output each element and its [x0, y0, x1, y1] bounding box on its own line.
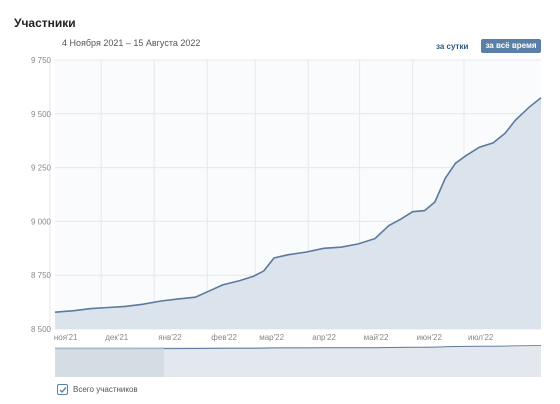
range-navigator[interactable]: [54, 345, 542, 377]
x-tick-label: фев'22: [211, 333, 237, 342]
x-tick-label: июн'22: [417, 333, 443, 342]
x-tick-label: янв'22: [158, 333, 182, 342]
y-tick-label: 8 500: [31, 325, 52, 334]
series-line: [54, 97, 542, 313]
members-chart: 8 500 8 750 9 000 9 250 9 500 9 750 ноя'21 дек…: [31, 56, 542, 377]
x-tick-label: дек'21: [105, 333, 129, 342]
x-tick-label: апр'22: [312, 333, 336, 342]
y-tick-label: 9 500: [31, 110, 52, 119]
area-fill: [55, 97, 541, 329]
x-tick-label: мар'22: [259, 333, 284, 342]
legend-label: Всего участников: [73, 385, 138, 394]
chart-title: Участники: [14, 16, 76, 30]
x-tick-label: май'22: [364, 333, 389, 342]
legend-checkbox[interactable]: [57, 384, 68, 395]
legend: Всего участников: [57, 384, 138, 395]
y-tick-label: 8 750: [31, 271, 52, 280]
per-day-button[interactable]: за сутки: [436, 42, 469, 51]
date-range-label: 4 Ноября 2021 – 15 Августа 2022: [62, 38, 201, 48]
y-tick-label: 9 000: [31, 217, 52, 226]
navigator-left-shade: [55, 347, 164, 377]
y-tick-label: 9 750: [31, 56, 52, 65]
all-time-button[interactable]: за всё время: [481, 39, 541, 53]
x-axis-ticks: ноя'21 дек'21 янв'22 фев'22 мар'22 апр'22 май'…: [54, 333, 494, 342]
x-tick-label: ноя'21: [54, 333, 78, 342]
x-tick-label: июл'22: [468, 333, 494, 342]
y-axis-ticks: 8 500 8 750 9 000 9 250 9 500 9 750: [31, 56, 52, 334]
checkmark-icon: [59, 386, 67, 393]
y-tick-label: 9 250: [31, 164, 52, 173]
